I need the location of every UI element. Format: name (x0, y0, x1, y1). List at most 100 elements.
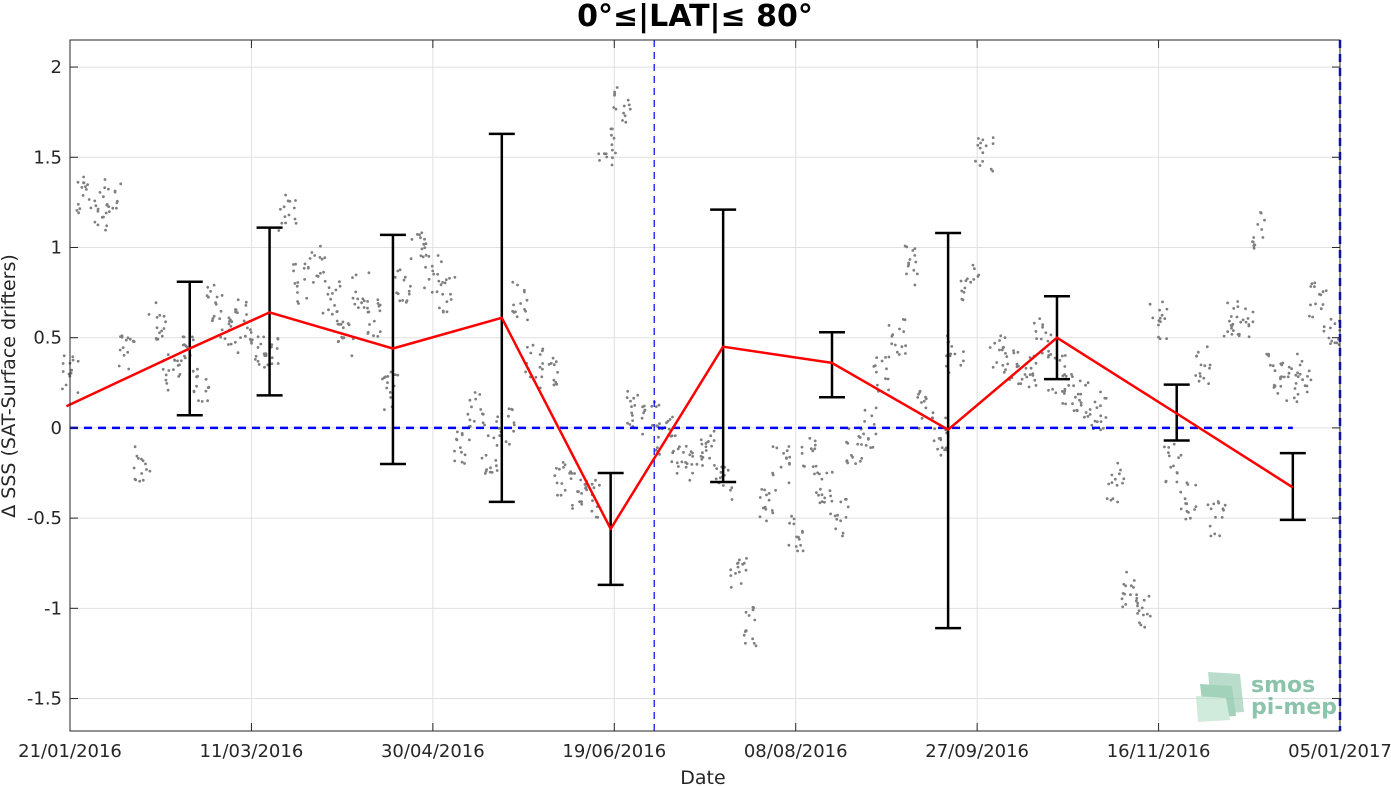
scatter-point (276, 362, 280, 365)
scatter-point (950, 345, 954, 348)
scatter-point (788, 521, 791, 525)
scatter-point (82, 175, 85, 179)
scatter-point (296, 291, 299, 294)
scatter-point (416, 233, 419, 236)
scatter-point (1251, 310, 1255, 314)
scatter-point (117, 364, 121, 368)
scatter-point (875, 370, 878, 374)
scatter-point (341, 326, 345, 330)
scatter-point (1027, 385, 1031, 389)
scatter-point (774, 488, 777, 492)
scatter-point (656, 446, 659, 450)
scatter-point (310, 251, 314, 254)
scatter-point (1004, 368, 1007, 372)
scatter-point (1051, 387, 1054, 391)
scatter-point (787, 543, 791, 547)
scatter-point (1041, 323, 1045, 327)
scatter-point (1301, 378, 1304, 382)
scatter-point (173, 359, 177, 362)
scatter-point (863, 408, 867, 412)
scatter-point (632, 396, 636, 400)
scatter-point (81, 194, 85, 197)
scatter-point (468, 418, 472, 422)
scatter-point (884, 356, 887, 359)
scatter-point (515, 315, 519, 319)
scatter-point (167, 369, 171, 372)
scatter-point (787, 481, 791, 485)
scatter-point (714, 477, 718, 481)
scatter-point (1329, 342, 1332, 345)
mean-series-line (65, 311, 1294, 531)
scatter-point (1158, 337, 1162, 341)
scatter-point (981, 151, 985, 155)
scatter-point (979, 141, 982, 145)
scatter-point (331, 292, 334, 295)
scatter-point (713, 464, 716, 467)
scatter-point (335, 319, 339, 323)
scatter-point (758, 515, 762, 519)
scatter-point (1212, 502, 1216, 506)
scatter-point (835, 517, 839, 521)
scatter-point (1333, 341, 1337, 345)
scatter-point (1104, 416, 1108, 419)
scatter-point (580, 502, 584, 506)
scatter-point (628, 107, 632, 111)
scatter-point (338, 280, 341, 284)
scatter-point (366, 330, 370, 334)
scatter-point (87, 198, 91, 201)
scatter-point (438, 306, 441, 310)
scatter-point (641, 432, 644, 436)
scatter-point (207, 385, 211, 389)
scatter-point (905, 245, 909, 249)
scatter-point (519, 302, 522, 305)
scatter-point (555, 466, 558, 470)
scatter-point (626, 98, 630, 102)
scatter-point (1319, 293, 1323, 297)
scatter-point (1208, 366, 1211, 370)
scatter-point (569, 477, 573, 480)
scatter-point (71, 355, 75, 359)
scatter-point (860, 443, 863, 446)
scatter-point (453, 449, 456, 453)
scatter-point (981, 138, 985, 142)
scatter-point (85, 188, 88, 191)
scatter-point (1086, 381, 1090, 385)
scatter-point (214, 301, 218, 305)
scatter-point (1321, 290, 1325, 294)
scatter-point (787, 445, 791, 448)
scatter-point (1335, 341, 1339, 345)
scatter-point (164, 378, 168, 382)
scatter-point (160, 329, 164, 333)
scatter-point (944, 416, 947, 420)
scatter-point (287, 213, 291, 217)
scatter-point (1032, 321, 1036, 325)
scatter-point (904, 352, 907, 355)
y-tick-label: -1.5 (27, 689, 62, 710)
scatter-point (495, 469, 499, 472)
scatter-point (871, 445, 875, 449)
scatter-point (541, 362, 544, 365)
scatter-point (126, 336, 130, 340)
scatter-point (362, 306, 366, 309)
scatter-point (801, 549, 805, 553)
scatter-point (1280, 363, 1284, 367)
scatter-point (470, 405, 473, 409)
scatter-point (1241, 318, 1245, 322)
scatter-point (1137, 609, 1141, 613)
smos-pi-mep-logo: smos pi-mep (1196, 672, 1337, 722)
scatter-point (1075, 409, 1079, 413)
scatter-point (1015, 365, 1019, 369)
scatter-point (1136, 601, 1140, 605)
scatter-point (960, 289, 964, 293)
scatter-point (1194, 374, 1198, 377)
scatter-point (770, 509, 774, 512)
scatter-point (257, 363, 261, 366)
scatter-point (191, 369, 195, 373)
scatter-point (1099, 420, 1103, 423)
scatter-point (771, 511, 775, 515)
scatter-point (1252, 246, 1256, 250)
scatter-point (874, 406, 878, 410)
scatter-point (478, 393, 482, 396)
scatter-point (1110, 473, 1114, 477)
scatter-point (495, 444, 499, 447)
